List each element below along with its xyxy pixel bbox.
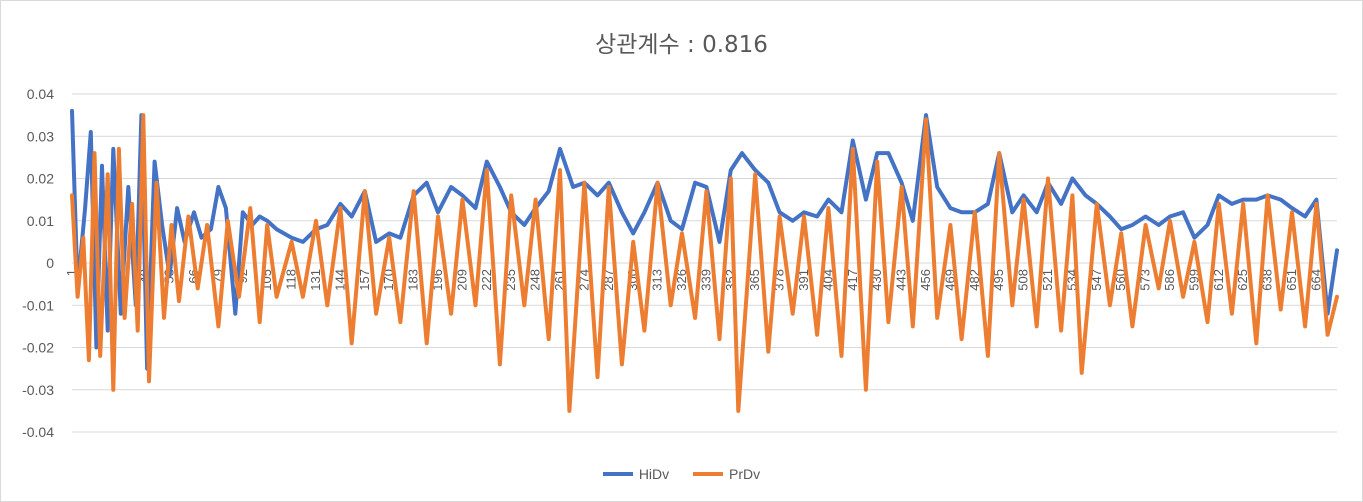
y-tick-label: -0.03 (22, 382, 54, 398)
x-tick-label: 443 (894, 269, 909, 291)
x-tick-label: 144 (332, 269, 347, 291)
y-tick-label: 0.03 (27, 128, 54, 144)
x-tick-label: 313 (650, 269, 665, 291)
x-tick-label: 391 (796, 269, 811, 291)
chart-title: 상관계수 : 0.816 (595, 32, 768, 58)
x-tick-label: 417 (845, 269, 860, 291)
y-tick-label: 0.01 (27, 213, 54, 229)
y-tick-label: -0.04 (22, 424, 54, 440)
x-tick-label: 326 (674, 269, 689, 291)
legend: HiDv PrDv (1, 463, 1362, 482)
x-tick-label: 339 (698, 269, 713, 291)
x-axis-ticks: 1 14 27 40 53 66 79 92 105 118 131 144 157 170 183 196 2… (64, 269, 1323, 291)
x-tick-label: 651 (1284, 269, 1299, 291)
y-tick-label: 0.02 (27, 171, 54, 187)
x-tick-label: 365 (747, 269, 762, 291)
x-tick-label: 248 (528, 269, 543, 291)
x-tick-label: 664 (1308, 269, 1323, 291)
x-tick-label: 495 (991, 269, 1006, 291)
x-tick-label: 586 (1162, 269, 1177, 291)
x-tick-label: 118 (284, 269, 299, 290)
x-tick-label: 209 (454, 269, 469, 291)
x-tick-label: 131 (308, 269, 323, 291)
y-tick-label: 0 (46, 255, 54, 271)
x-tick-label: 521 (1040, 269, 1055, 291)
x-tick-label: 612 (1211, 269, 1226, 291)
legend-swatch-prdv (693, 472, 724, 476)
x-tick-label: 1 (64, 269, 79, 276)
y-tick-label: 0.04 (27, 86, 54, 102)
x-tick-label: 508 (1016, 269, 1031, 291)
x-tick-label: 625 (1235, 269, 1250, 291)
series-line-prdv (70, 113, 1339, 413)
gridlines (72, 93, 1337, 433)
y-tick-label: -0.01 (22, 297, 54, 313)
x-tick-label: 222 (479, 269, 494, 291)
x-tick-label: 183 (406, 269, 421, 291)
y-tick-label: -0.02 (22, 340, 54, 356)
legend-item-hidv: HiDv (602, 466, 670, 482)
legend-item-prdv: PrDv (693, 466, 760, 482)
series-lines (70, 108, 1339, 413)
legend-label-prdv: PrDv (729, 466, 761, 482)
x-tick-label: 573 (1138, 269, 1153, 291)
x-tick-label: 157 (357, 269, 372, 291)
legend-label-hidv: HiDv (638, 466, 670, 482)
series-line-hidv (70, 108, 1339, 371)
y-axis-ticks: 0.04 0.03 0.02 0.01 0 -0.01 -0.02 -0.03 -0.04 (22, 86, 54, 440)
legend-swatch-hidv (602, 472, 633, 476)
x-tick-label: 599 (1186, 269, 1201, 291)
x-tick-label: 482 (967, 269, 982, 291)
x-tick-label: 456 (918, 269, 933, 291)
x-tick-label: 547 (1089, 269, 1104, 291)
